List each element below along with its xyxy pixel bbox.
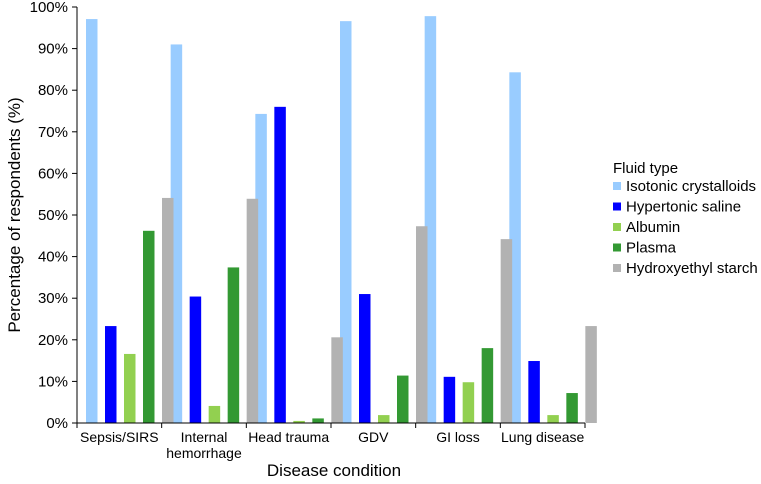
x-tick-label: GI loss bbox=[436, 429, 480, 445]
bar-hydroxyethyl-starch-3 bbox=[416, 226, 428, 423]
y-tick-label: 100% bbox=[30, 0, 68, 16]
y-tick-label: 70% bbox=[38, 124, 68, 141]
bar-isotonic-crystalloids-5 bbox=[509, 72, 521, 423]
y-tick-label: 10% bbox=[38, 373, 68, 390]
legend-swatch bbox=[613, 264, 621, 272]
bar-plasma-1 bbox=[227, 267, 240, 423]
y-tick-label: 50% bbox=[38, 207, 68, 224]
bar-albumin-0 bbox=[124, 353, 136, 423]
bar-albumin-1 bbox=[208, 405, 221, 423]
legend-swatch bbox=[613, 182, 621, 190]
bar-hydroxyethyl-starch-1 bbox=[246, 198, 259, 423]
bar-albumin-3 bbox=[378, 415, 390, 423]
bar-hydroxyethyl-starch-0 bbox=[162, 197, 174, 423]
bar-albumin-4 bbox=[462, 382, 475, 423]
x-tick-label: GDV bbox=[358, 429, 389, 445]
x-tick-label: Lung disease bbox=[501, 429, 585, 445]
y-tick-label: 80% bbox=[38, 82, 68, 99]
legend-title: Fluid type bbox=[613, 160, 678, 177]
legend-label: Isotonic crystalloids bbox=[626, 178, 756, 195]
legend: Fluid type Isotonic crystalloids Hyperton… bbox=[613, 160, 758, 277]
bar-plasma-2 bbox=[312, 418, 324, 423]
bar-isotonic-crystalloids-2 bbox=[255, 113, 267, 424]
y-tick-label: 40% bbox=[38, 249, 68, 266]
x-axis-categories: Sepsis/SIRS Internal hemorrhage Head trauma… bbox=[80, 429, 584, 461]
bar-albumin-5 bbox=[547, 415, 559, 423]
bar-hypertonic-saline-2 bbox=[274, 106, 286, 423]
bars bbox=[86, 16, 597, 424]
x-tick-label: Head trauma bbox=[248, 429, 329, 445]
bar-hypertonic-saline-4 bbox=[443, 376, 456, 423]
x-tick-label: Internal hemorrhage bbox=[166, 429, 242, 461]
y-tick-label: 30% bbox=[38, 290, 68, 307]
bar-plasma-0 bbox=[143, 230, 155, 423]
bar-plasma-3 bbox=[397, 375, 409, 423]
bar-isotonic-crystalloids-0 bbox=[86, 19, 98, 424]
bar-hydroxyethyl-starch-5 bbox=[585, 326, 597, 423]
bar-hypertonic-saline-0 bbox=[105, 326, 117, 423]
legend-label: Hypertonic saline bbox=[626, 199, 741, 216]
legend-swatch bbox=[613, 243, 621, 252]
x-tick-label: Sepsis/SIRS bbox=[80, 429, 159, 445]
bar-hypertonic-saline-3 bbox=[359, 294, 371, 423]
bar-albumin-2 bbox=[293, 420, 305, 423]
bar-hypertonic-saline-5 bbox=[528, 361, 540, 423]
legend-label: Hydroxyethyl starch bbox=[626, 260, 758, 277]
legend-label: Plasma bbox=[626, 240, 677, 257]
bar-isotonic-crystalloids-1 bbox=[170, 44, 183, 423]
bar-isotonic-crystalloids-4 bbox=[424, 16, 437, 423]
bar-hydroxyethyl-starch-4 bbox=[500, 239, 513, 423]
axes bbox=[76, 7, 586, 428]
bar-plasma-4 bbox=[481, 348, 494, 423]
bar-isotonic-crystalloids-3 bbox=[340, 21, 352, 423]
y-tick-label: 0% bbox=[46, 415, 68, 432]
bar-hypertonic-saline-1 bbox=[189, 296, 202, 423]
legend-swatch bbox=[613, 202, 621, 211]
bar-plasma-5 bbox=[566, 393, 578, 423]
bar-hydroxyethyl-starch-2 bbox=[331, 337, 343, 423]
y-axis-ticks: 0% 10% 20% 30% 40% 50% 60% 70% 80% 90% 100% bbox=[30, 0, 77, 432]
x-axis-title: Disease condition bbox=[267, 461, 401, 480]
y-axis-title: Percentage of respondents (%) bbox=[5, 97, 24, 332]
legend-label: Albumin bbox=[626, 219, 680, 236]
y-tick-label: 20% bbox=[38, 332, 68, 349]
y-tick-label: 60% bbox=[38, 165, 68, 182]
legend-swatch bbox=[613, 223, 621, 231]
y-tick-label: 90% bbox=[38, 41, 68, 58]
